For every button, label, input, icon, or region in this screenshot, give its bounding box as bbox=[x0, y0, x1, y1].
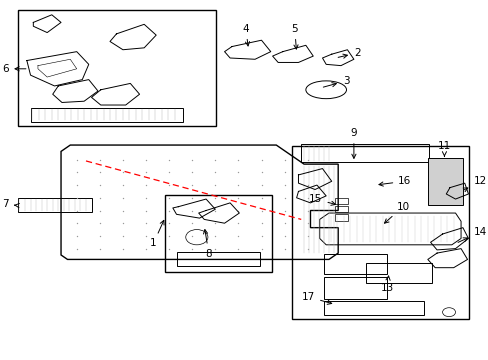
Text: 7: 7 bbox=[2, 199, 20, 209]
Bar bbox=[176, 252, 259, 266]
Text: 9: 9 bbox=[350, 128, 356, 158]
Bar bbox=[335, 206, 347, 212]
Bar bbox=[335, 198, 347, 204]
Text: 2: 2 bbox=[337, 48, 360, 58]
Text: 1: 1 bbox=[150, 220, 163, 248]
Bar bbox=[365, 262, 431, 283]
Text: 8: 8 bbox=[203, 230, 212, 258]
Bar bbox=[335, 214, 347, 221]
Text: 10: 10 bbox=[384, 202, 408, 223]
Text: 11: 11 bbox=[437, 141, 450, 156]
Text: 4: 4 bbox=[242, 24, 249, 46]
Text: 14: 14 bbox=[457, 227, 486, 242]
Bar bbox=[291, 146, 468, 319]
Text: 13: 13 bbox=[380, 276, 393, 293]
Bar bbox=[301, 144, 428, 162]
Bar bbox=[18, 10, 216, 126]
Text: 15: 15 bbox=[308, 194, 335, 205]
Bar bbox=[427, 158, 462, 206]
Bar bbox=[30, 108, 183, 122]
Bar bbox=[324, 254, 386, 274]
Text: 6: 6 bbox=[2, 64, 26, 74]
Text: 12: 12 bbox=[462, 176, 486, 192]
Text: 16: 16 bbox=[378, 176, 410, 186]
Text: 17: 17 bbox=[301, 292, 331, 304]
Text: 5: 5 bbox=[291, 24, 298, 49]
Bar bbox=[324, 301, 423, 315]
Bar bbox=[18, 198, 91, 212]
Text: 3: 3 bbox=[323, 76, 349, 87]
Bar bbox=[165, 195, 271, 272]
Bar bbox=[324, 277, 386, 300]
